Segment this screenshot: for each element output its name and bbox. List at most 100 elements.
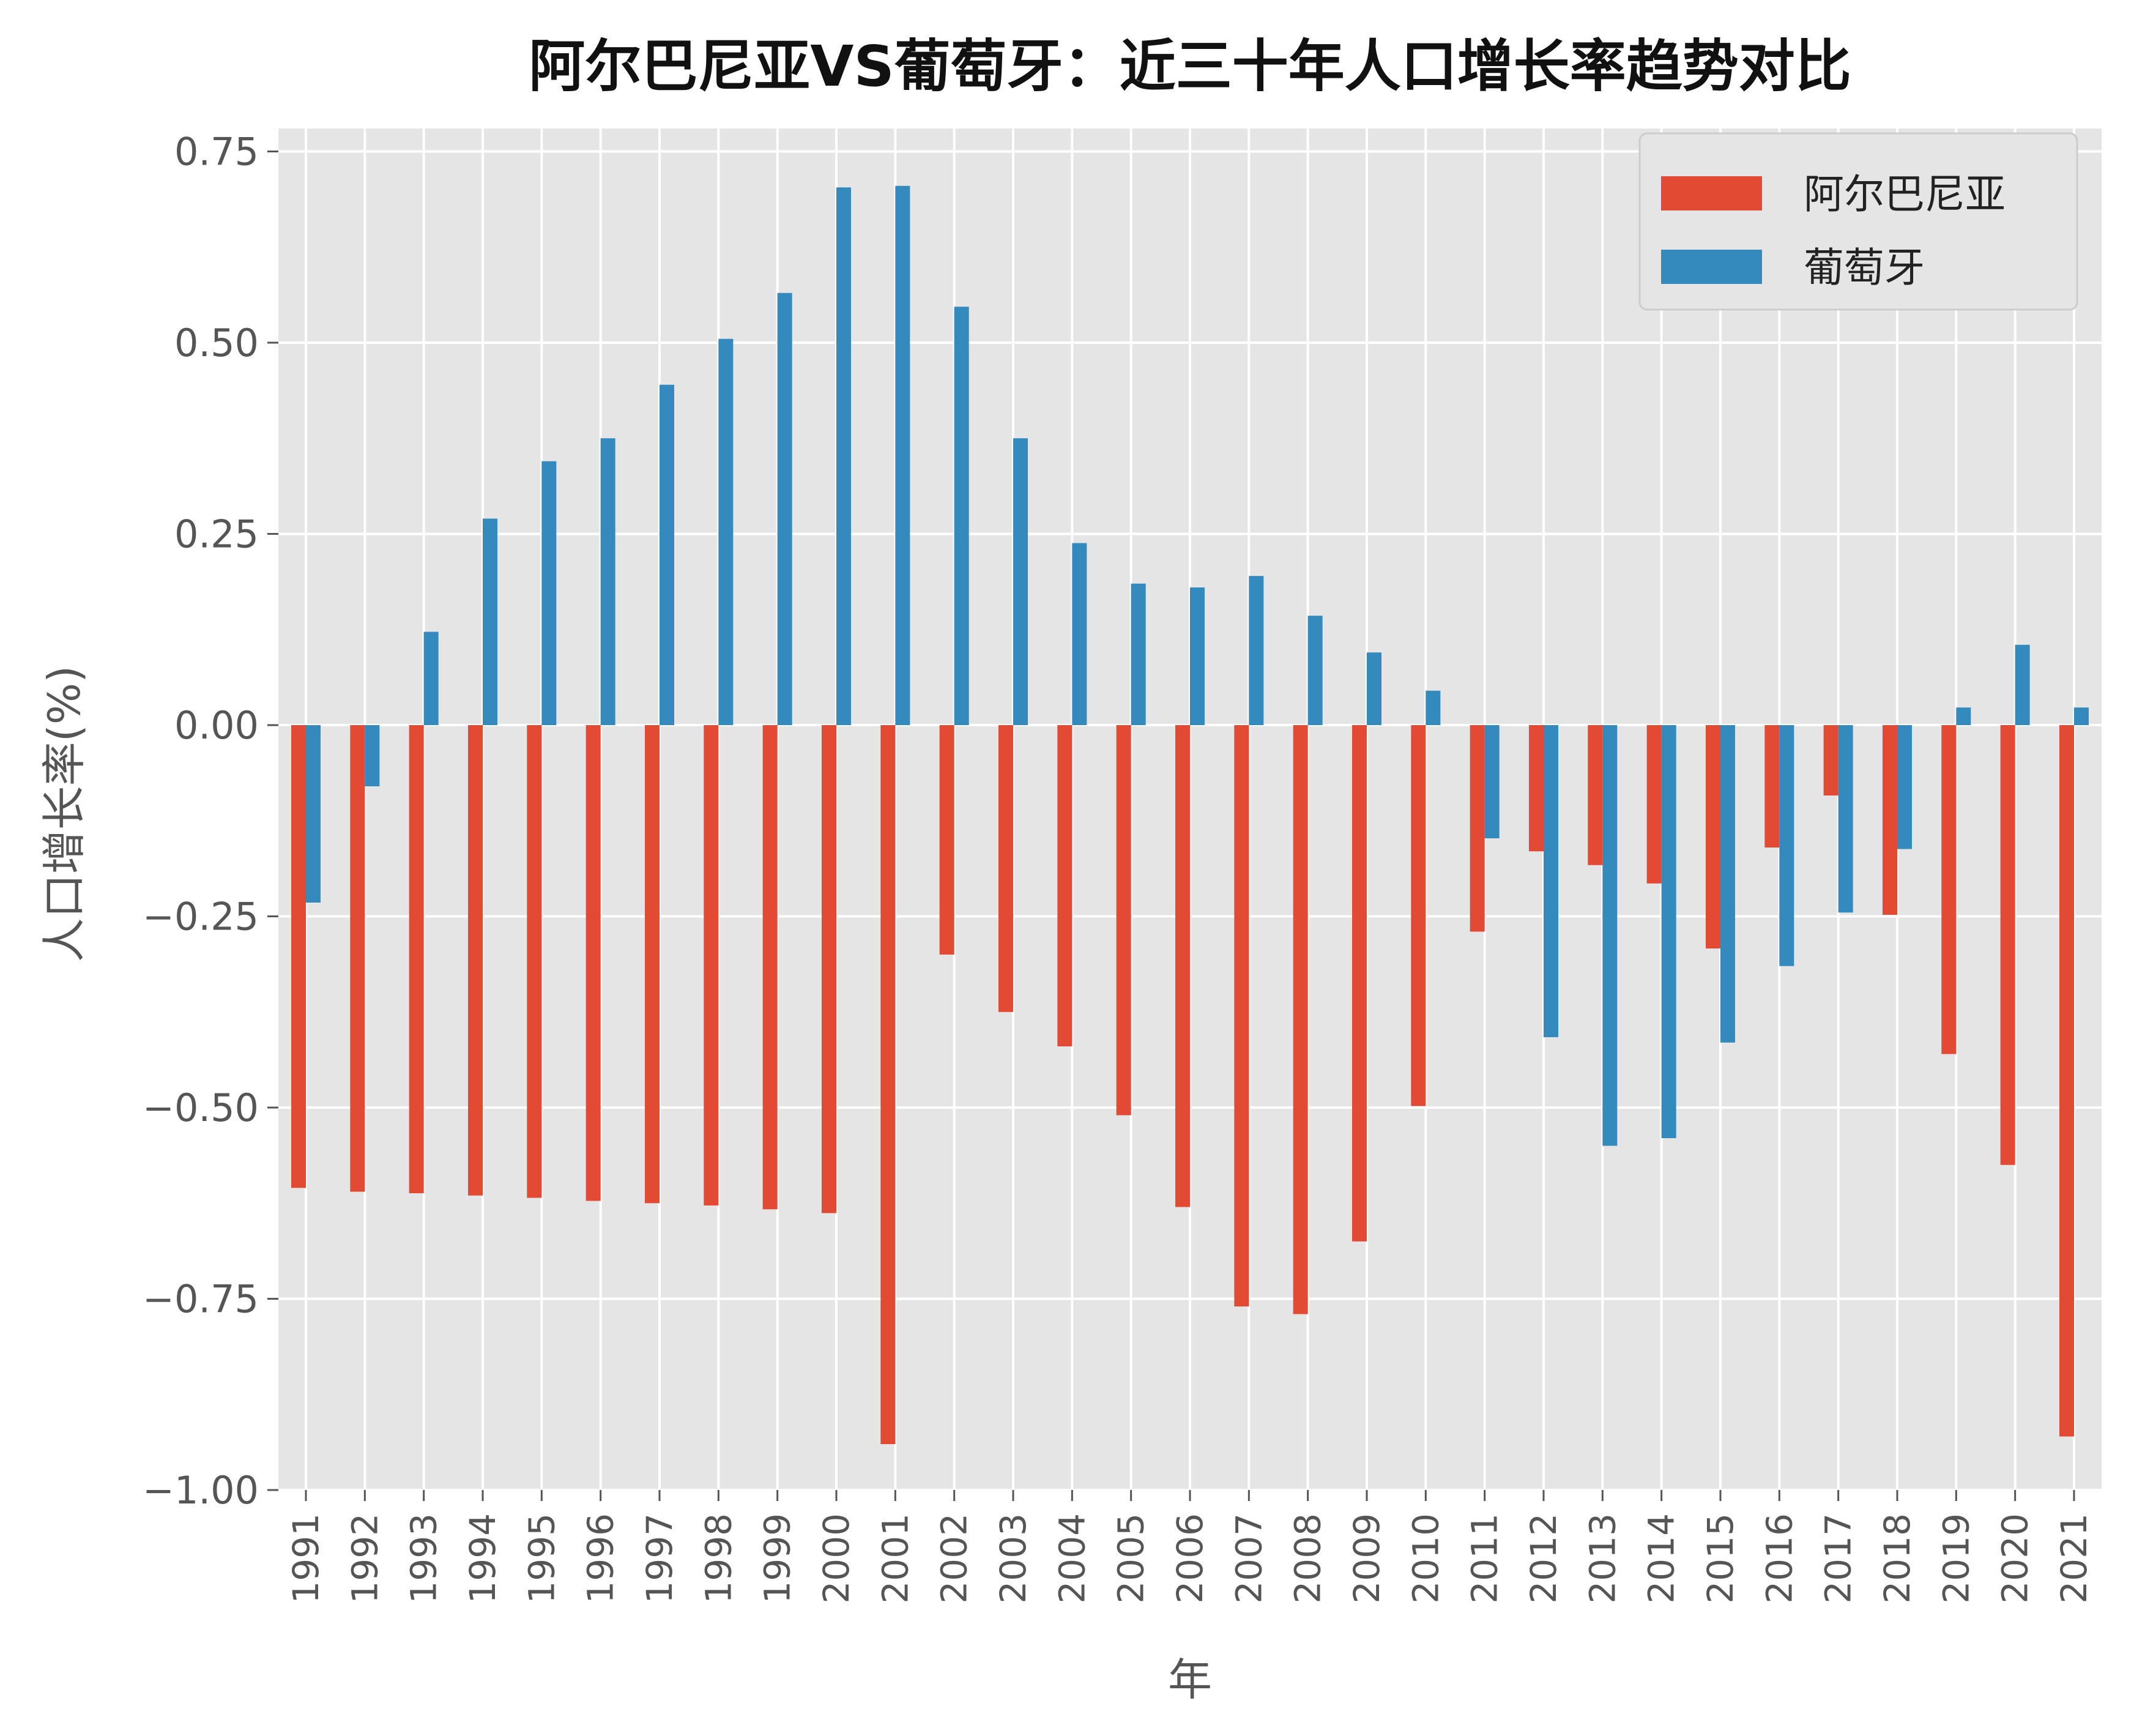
y-tick-label: −0.25 xyxy=(143,895,259,939)
bar-portugal-2017 xyxy=(1838,725,1853,913)
x-tick-label: 2002 xyxy=(934,1513,975,1604)
legend: 阿尔巴尼亚 葡萄牙 xyxy=(1638,132,2078,311)
x-tick-label: 1997 xyxy=(639,1513,680,1604)
legend-label-albania: 阿尔巴尼亚 xyxy=(1804,171,2006,218)
x-tick-label: 1998 xyxy=(697,1513,739,1604)
x-axis-ticks: 1991 1992 1993 1994 1995 1996 1997 1998 1999 2000… xyxy=(285,1490,2095,1604)
bar-albania-2007 xyxy=(1234,725,1249,1306)
bar-portugal-2008 xyxy=(1307,616,1323,725)
legend-label-portugal: 葡萄牙 xyxy=(1804,244,1925,291)
bar-portugal-2011 xyxy=(1484,725,1500,838)
bar-portugal-2000 xyxy=(836,187,851,725)
x-tick-label: 2007 xyxy=(1228,1513,1270,1604)
bar-albania-2013 xyxy=(1588,725,1603,865)
bar-portugal-2007 xyxy=(1249,576,1264,725)
bar-portugal-2010 xyxy=(1426,690,1441,725)
bars xyxy=(291,185,2089,1444)
bar-albania-1996 xyxy=(586,725,601,1201)
x-tick-label: 2005 xyxy=(1110,1513,1152,1604)
bar-portugal-1995 xyxy=(541,461,557,725)
bar-portugal-1998 xyxy=(718,338,734,725)
bar-albania-2012 xyxy=(1529,725,1544,852)
bar-albania-2010 xyxy=(1411,725,1426,1106)
x-tick-label: 2009 xyxy=(1346,1513,1388,1604)
bar-albania-2016 xyxy=(1764,725,1780,848)
x-tick-label: 1992 xyxy=(344,1513,385,1604)
bar-portugal-1997 xyxy=(660,384,674,725)
bar-portugal-2015 xyxy=(1720,725,1735,1043)
bar-portugal-2009 xyxy=(1367,652,1381,725)
x-tick-label: 2011 xyxy=(1464,1513,1506,1604)
x-tick-label: 2010 xyxy=(1405,1513,1446,1604)
x-tick-label: 2015 xyxy=(1700,1513,1741,1604)
bar-albania-2000 xyxy=(822,725,836,1213)
x-tick-label: 1993 xyxy=(403,1513,445,1604)
bar-albania-2001 xyxy=(880,725,896,1444)
bar-albania-1998 xyxy=(704,725,719,1205)
bar-albania-2009 xyxy=(1352,725,1367,1242)
bar-albania-1993 xyxy=(409,725,424,1193)
y-axis-label: 人口增长率(%) xyxy=(39,666,90,963)
bar-portugal-2005 xyxy=(1131,583,1146,725)
x-tick-label: 1991 xyxy=(285,1513,327,1604)
bar-portugal-2012 xyxy=(1544,725,1558,1037)
bar-albania-1995 xyxy=(527,725,542,1198)
bar-portugal-1991 xyxy=(306,725,321,903)
x-tick-label: 1996 xyxy=(580,1513,622,1604)
x-tick-label: 2019 xyxy=(1935,1513,1977,1604)
bar-portugal-2020 xyxy=(2015,644,2030,725)
legend-swatch-albania xyxy=(1661,176,1762,210)
bar-portugal-2001 xyxy=(895,185,910,725)
y-tick-label: 0.00 xyxy=(174,703,259,748)
bar-portugal-1996 xyxy=(600,438,615,725)
bar-albania-2002 xyxy=(939,725,954,955)
x-tick-label: 1999 xyxy=(757,1513,798,1604)
bar-albania-1997 xyxy=(645,725,660,1204)
y-tick-label: −0.75 xyxy=(143,1277,259,1322)
bar-portugal-2014 xyxy=(1661,725,1676,1138)
bar-portugal-2003 xyxy=(1013,438,1028,725)
y-tick-label: −1.00 xyxy=(143,1468,259,1513)
bar-albania-2005 xyxy=(1116,725,1131,1116)
bar-albania-2021 xyxy=(2059,725,2074,1437)
bar-albania-2008 xyxy=(1293,725,1308,1314)
x-tick-label: 1994 xyxy=(462,1513,504,1604)
x-tick-label: 2004 xyxy=(1051,1513,1093,1604)
x-tick-label: 2017 xyxy=(1818,1513,1859,1604)
x-tick-label: 2012 xyxy=(1523,1513,1564,1604)
x-tick-label: 2001 xyxy=(874,1513,916,1604)
bar-portugal-1993 xyxy=(423,631,439,725)
bar-portugal-1994 xyxy=(483,518,497,725)
bar-portugal-2018 xyxy=(1897,725,1912,849)
x-tick-label: 2018 xyxy=(1876,1513,1918,1604)
bar-albania-2004 xyxy=(1057,725,1073,1046)
bar-portugal-2006 xyxy=(1190,587,1205,725)
bar-albania-2017 xyxy=(1823,725,1838,795)
y-tick-label: 0.25 xyxy=(174,512,259,557)
chart-title: 阿尔巴尼亚VS葡萄牙：近三十年人口增长率趋势对比 xyxy=(529,34,1851,99)
bar-portugal-2021 xyxy=(2074,707,2089,725)
legend-swatch-portugal xyxy=(1661,250,1762,284)
bar-portugal-2013 xyxy=(1602,725,1618,1146)
x-axis-label: 年 xyxy=(1168,1654,1212,1705)
bar-albania-1994 xyxy=(468,725,483,1196)
x-tick-label: 2014 xyxy=(1641,1513,1682,1604)
y-axis-ticks: 0.75 0.50 0.25 0.00 −0.25 −0.50 −0.75 −1.00 xyxy=(143,130,278,1513)
bar-albania-1999 xyxy=(762,725,778,1210)
bar-portugal-2004 xyxy=(1072,543,1087,725)
bar-albania-2020 xyxy=(2000,725,2015,1165)
bar-portugal-2016 xyxy=(1779,725,1794,966)
x-tick-label: 2000 xyxy=(816,1513,857,1604)
bar-portugal-2019 xyxy=(1956,707,1971,725)
x-tick-label: 2021 xyxy=(2053,1513,2095,1604)
y-tick-label: 0.75 xyxy=(174,130,259,174)
bar-albania-2003 xyxy=(998,725,1013,1012)
x-tick-label: 2003 xyxy=(992,1513,1034,1604)
bar-portugal-1992 xyxy=(365,725,380,786)
bar-albania-2014 xyxy=(1646,725,1662,884)
bar-albania-2006 xyxy=(1175,725,1190,1207)
x-tick-label: 2016 xyxy=(1758,1513,1800,1604)
bar-albania-2015 xyxy=(1706,725,1720,948)
